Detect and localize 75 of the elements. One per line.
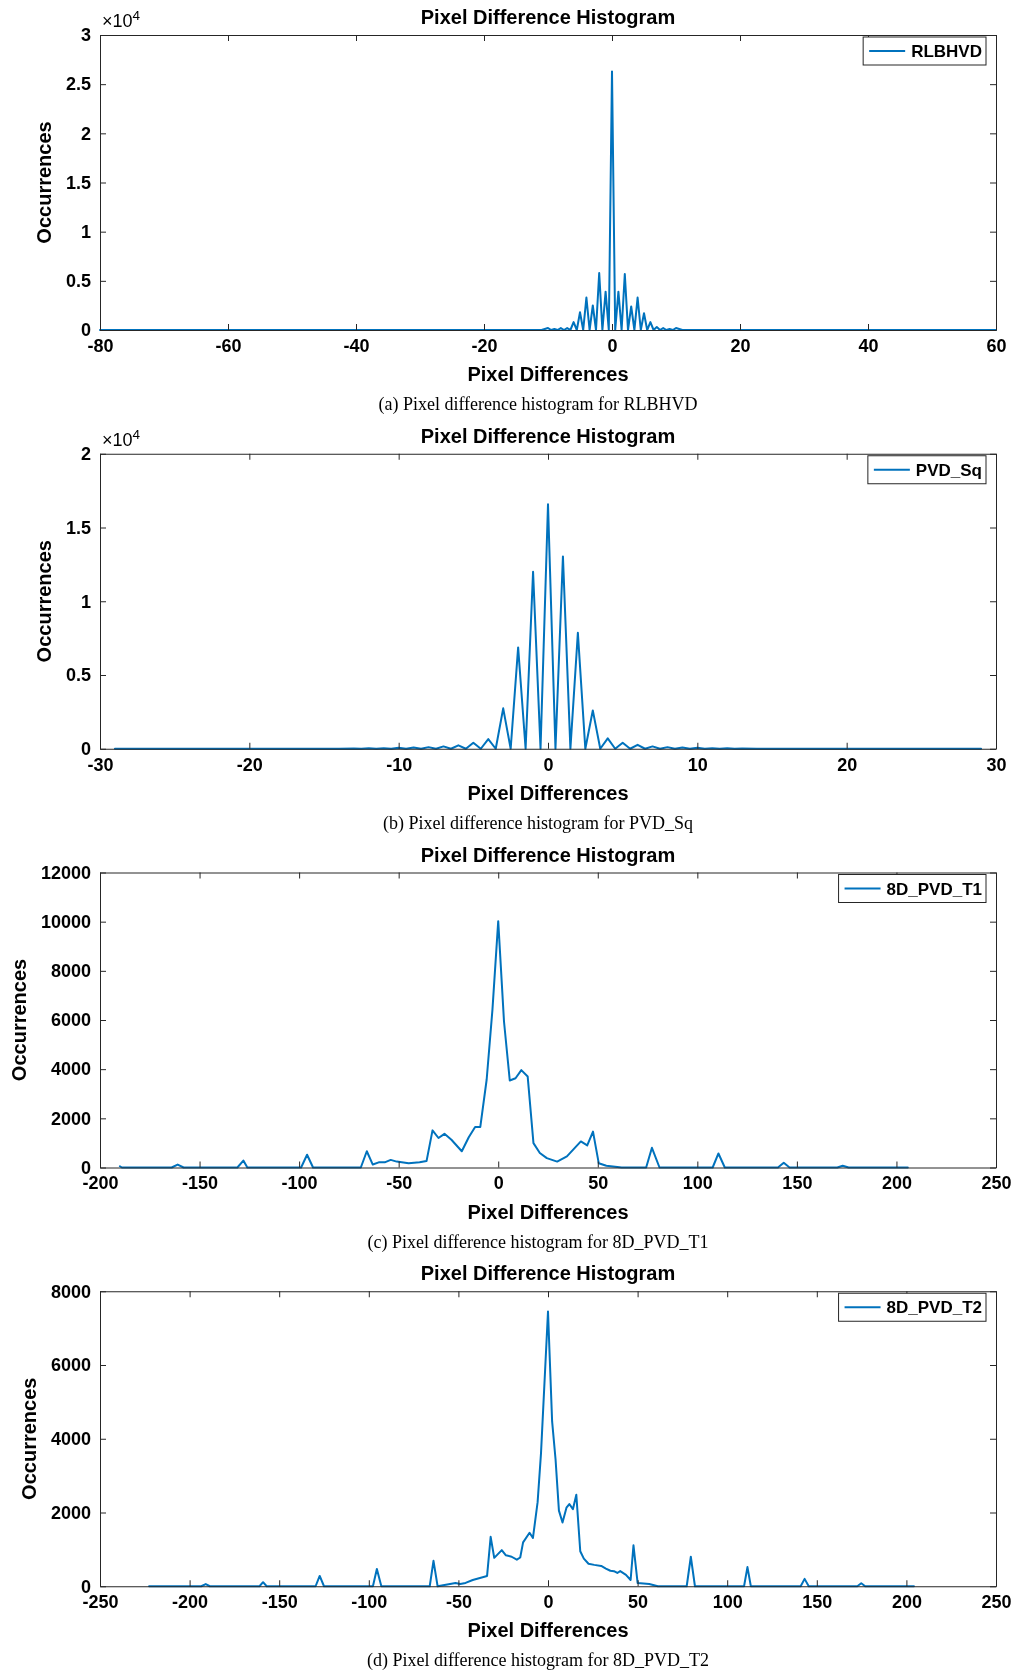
x-tick-label: 20 xyxy=(730,335,751,356)
text: ×10$^{4}$ xyxy=(102,426,141,450)
y-tick-label: 4000 xyxy=(50,1059,91,1080)
x-axis-title: Pixel Differences xyxy=(467,1200,629,1223)
y-tick-label: 0.5 xyxy=(65,665,91,686)
x-tick-label: 10 xyxy=(687,754,708,775)
x-tick-label: -50 xyxy=(445,1592,472,1613)
x-tick-label: 200 xyxy=(891,1592,922,1613)
x-tick-label: -50 xyxy=(386,1173,413,1194)
legend-label: 8D_PVD_T2 xyxy=(886,1298,982,1318)
x-tick-label: 200 xyxy=(881,1173,912,1194)
y-axis-title: Occurrences xyxy=(32,540,55,663)
x-tick-label: -60 xyxy=(215,335,242,356)
chart-title: Pixel Difference Histogram xyxy=(420,843,676,866)
y-tick-label: 2 xyxy=(80,123,91,144)
chart-title: Pixel Difference Histogram xyxy=(420,6,676,28)
x-tick-label: 60 xyxy=(986,335,1007,356)
x-axis-title: Pixel Differences xyxy=(467,363,629,385)
text: (b) Pixel difference histogram for PVD_Sq xyxy=(382,812,694,834)
x-tick-label: -10 xyxy=(386,754,413,775)
text: (c) Pixel difference histogram for 8D_PVD_T1 xyxy=(367,1231,709,1253)
y-axis-title: Occurrences xyxy=(32,121,55,244)
y-tick-label: 12000 xyxy=(40,862,91,883)
y-tick-label: 8000 xyxy=(50,961,91,982)
x-tick-label: 0 xyxy=(493,1173,504,1194)
x-tick-label: 150 xyxy=(802,1592,833,1613)
legend-label: RLBHVD xyxy=(911,42,982,61)
y-tick-label: 0.5 xyxy=(65,271,91,292)
x-tick-label: 20 xyxy=(837,754,858,775)
text: (a) Pixel difference histogram for RLBHVD xyxy=(378,394,698,415)
x-tick-label: 0 xyxy=(543,1592,554,1613)
legend-label: 8D_PVD_T1 xyxy=(886,879,982,899)
x-tick-label: 50 xyxy=(628,1592,649,1613)
y-tick-label: 2000 xyxy=(50,1502,91,1523)
y-tick-label: 1.5 xyxy=(65,517,91,538)
y-axis-title: Occurrences xyxy=(7,958,30,1082)
text: ×10$^{4}$ xyxy=(102,7,141,31)
x-tick-label: 30 xyxy=(986,754,1007,775)
y-tick-label: 10000 xyxy=(40,911,91,932)
y-tick-label: 2000 xyxy=(50,1108,91,1129)
x-tick-label: 250 xyxy=(981,1592,1012,1613)
x-tick-label: 0 xyxy=(543,754,554,775)
x-tick-label: 100 xyxy=(682,1173,713,1194)
x-tick-label: -100 xyxy=(351,1592,388,1613)
x-tick-label: -150 xyxy=(182,1173,219,1194)
line-series xyxy=(113,503,983,750)
chart-title: Pixel Difference Histogram xyxy=(420,1262,676,1285)
text: (d) Pixel difference histogram for 8D_PVD_T2 xyxy=(366,1650,710,1672)
y-tick-label: 3 xyxy=(80,25,91,46)
x-tick-label: 150 xyxy=(782,1173,813,1194)
y-tick-label: 2 xyxy=(80,444,91,465)
x-axis-title: Pixel Differences xyxy=(467,781,629,804)
x-tick-label: 250 xyxy=(981,1173,1012,1194)
y-tick-label: 1.5 xyxy=(65,172,91,193)
x-tick-label: -20 xyxy=(471,335,498,356)
x-tick-label: -20 xyxy=(236,754,263,775)
y-tick-label: 6000 xyxy=(50,1010,91,1031)
x-tick-label: -200 xyxy=(172,1592,209,1613)
y-tick-label: 2.5 xyxy=(65,74,91,95)
x-axis-title: Pixel Differences xyxy=(467,1619,629,1642)
x-tick-label: 0 xyxy=(607,335,618,356)
x-tick-label: -40 xyxy=(343,335,370,356)
x-tick-label: -150 xyxy=(261,1592,298,1613)
legend-label: PVD_Sq xyxy=(915,460,982,480)
y-tick-label: 4000 xyxy=(50,1429,91,1450)
x-tick-label: 50 xyxy=(588,1173,609,1194)
y-tick-label: 8000 xyxy=(50,1281,91,1302)
x-tick-label: 100 xyxy=(712,1592,743,1613)
y-tick-label: 6000 xyxy=(50,1355,91,1376)
y-tick-label: 1 xyxy=(80,591,91,612)
chart-title: Pixel Difference Histogram xyxy=(420,424,676,447)
y-tick-label: 1 xyxy=(80,221,91,242)
x-tick-label: -100 xyxy=(281,1173,318,1194)
y-axis-title: Occurrences xyxy=(17,1377,40,1500)
x-tick-label: 40 xyxy=(858,335,879,356)
